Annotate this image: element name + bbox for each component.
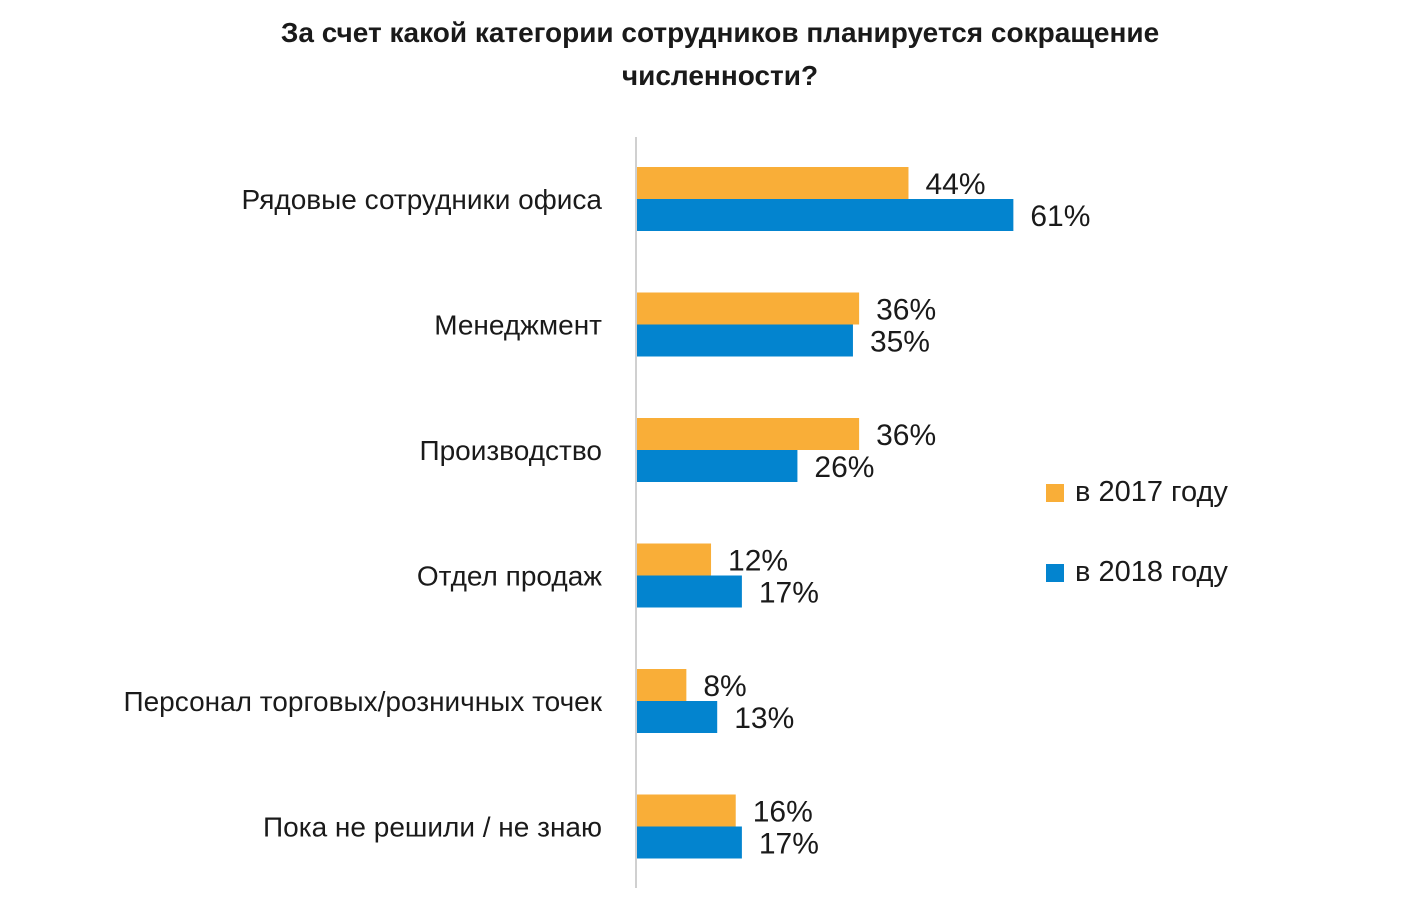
data-label: 61% — [1030, 200, 1090, 233]
bar-2017 — [637, 794, 736, 827]
data-label: 16% — [753, 796, 813, 829]
data-label: 12% — [728, 545, 788, 578]
bar-2018 — [637, 575, 742, 608]
bar-2018 — [637, 701, 718, 733]
data-label: 17% — [759, 828, 819, 861]
data-label: 35% — [870, 326, 930, 359]
legend-swatch — [1046, 564, 1064, 582]
data-label: 36% — [876, 419, 936, 452]
data-label: 8% — [703, 670, 746, 703]
bar-2017 — [637, 167, 909, 199]
bar-2017 — [637, 669, 687, 701]
data-label: 36% — [876, 294, 936, 327]
bar-2018 — [637, 826, 742, 859]
legend-swatch — [1046, 484, 1064, 502]
bar-2017 — [637, 418, 860, 450]
chart-title-line-2: численности? — [622, 60, 818, 91]
data-label: 17% — [759, 577, 819, 610]
legend-label: в 2017 году — [1075, 476, 1228, 508]
category-label: Персонал торговых/розничных точек — [123, 686, 602, 717]
category-label: Отдел продаж — [417, 561, 602, 592]
category-label: Пока не решили / не знаю — [263, 812, 602, 843]
chart-title-line-1: За счет какой категории сотрудников план… — [281, 17, 1159, 48]
category-label: Рядовые сотрудники офиса — [241, 184, 602, 215]
category-label: Менеджмент — [434, 310, 602, 341]
category-label: Производство — [419, 435, 602, 466]
data-label: 26% — [814, 451, 874, 484]
bar-2018 — [637, 324, 853, 357]
legend-label: в 2018 году — [1075, 556, 1228, 588]
bar-2018 — [637, 199, 1014, 231]
data-label: 44% — [925, 168, 985, 201]
bar-2017 — [637, 543, 712, 576]
bar-2018 — [637, 450, 798, 482]
data-label: 13% — [734, 702, 794, 735]
bar-2017 — [637, 292, 860, 325]
